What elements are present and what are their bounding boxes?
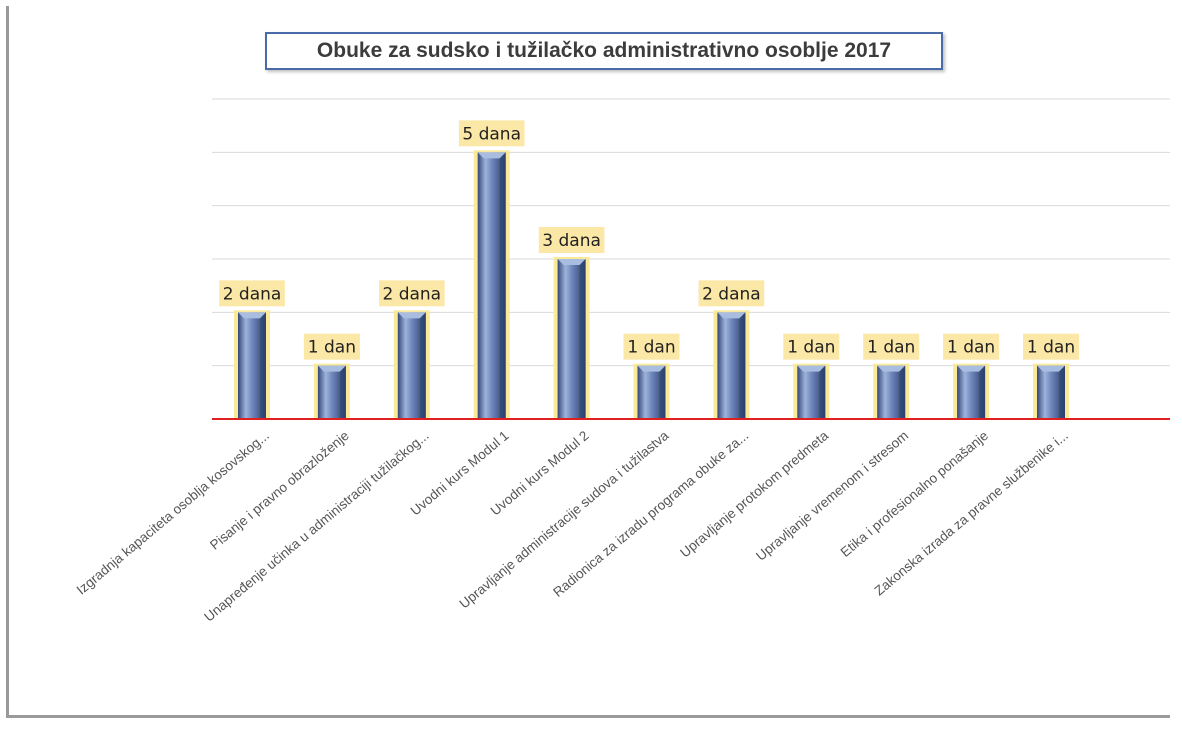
data-label-text: 2 dana	[223, 284, 282, 304]
bar-bevel	[877, 365, 906, 372]
data-labels: 2 dana 1 dan 2 dana 5 dana 3 dana 1 dan 2 dana…	[219, 120, 1079, 360]
data-label: 1 dan	[943, 333, 1000, 360]
bar-shade	[819, 365, 826, 419]
data-label-bg	[863, 333, 920, 360]
bar	[553, 257, 590, 419]
bar-shade	[579, 259, 586, 419]
chart-title: Obuke za sudsko i tužilačko administrati…	[316, 39, 892, 62]
data-label-text: 3 dana	[542, 231, 601, 251]
bar-bevel	[397, 312, 426, 319]
bar	[713, 310, 750, 419]
bar-bevel	[1037, 365, 1065, 372]
data-label-text: 1 dan	[308, 338, 356, 358]
data-label-bg	[379, 280, 445, 307]
data-label: 5 dana	[458, 120, 525, 147]
category-label: Upravljanje protokom predmeta	[677, 427, 831, 560]
bar-bevel	[637, 365, 666, 372]
bar-shade	[979, 365, 986, 419]
chart-title-box: Obuke za sudsko i tužilačko administrati…	[265, 32, 943, 70]
data-label-text: 2 dana	[702, 284, 761, 304]
data-label-bg	[1023, 333, 1079, 360]
gridlines	[212, 98, 1170, 367]
data-label-text: 5 dana	[462, 124, 521, 144]
bar	[873, 363, 910, 419]
data-label-text: 2 dana	[382, 284, 441, 304]
bar	[313, 363, 350, 419]
bar-bevel	[477, 152, 506, 159]
data-label: 1 dan	[623, 333, 680, 360]
category-label: Etika i profesionalno ponašanje	[838, 428, 991, 560]
bar-shade	[339, 365, 346, 419]
bar	[953, 363, 990, 419]
bar-shade	[739, 312, 746, 419]
data-label: 1 dan	[303, 333, 360, 360]
data-label-bg	[698, 280, 765, 307]
data-label: 3 dana	[538, 227, 605, 253]
bar-shade	[499, 152, 506, 420]
bar	[393, 310, 430, 419]
bar	[793, 363, 830, 419]
data-label: 2 dana	[379, 280, 445, 307]
data-label-text: 1 dan	[1027, 338, 1075, 358]
bar	[473, 150, 510, 420]
category-label: Pisanje i pravno obrazloženje	[207, 428, 352, 553]
bars	[234, 150, 1069, 420]
bar-shade	[899, 365, 906, 419]
bar-shade	[260, 312, 266, 419]
data-label-text: 1 dan	[627, 338, 675, 358]
category-labels: Izgradnja kapaciteta osoblja kosovskog..…	[74, 427, 1071, 624]
data-label: 2 dana	[698, 280, 765, 307]
bar-bevel	[717, 312, 746, 319]
category-label: Upravljanje vremenom i stresom	[753, 428, 911, 564]
data-label: 1 dan	[783, 333, 840, 360]
bar	[234, 310, 270, 419]
data-label: 2 dana	[219, 280, 285, 307]
bar-shade	[1059, 365, 1065, 419]
data-label-text: 1 dan	[787, 338, 835, 358]
data-label-bg	[458, 120, 525, 147]
bar-shade	[659, 365, 666, 419]
data-label-bg	[943, 333, 1000, 360]
bar	[1033, 363, 1069, 419]
bar-bevel	[238, 312, 266, 319]
data-label-bg	[538, 227, 605, 253]
bar-bevel	[797, 365, 826, 372]
data-label: 1 dan	[1023, 333, 1079, 360]
bar-shade	[419, 312, 426, 419]
data-label-bg	[783, 333, 840, 360]
data-label-text: 1 dan	[947, 338, 995, 358]
bar-bevel	[557, 259, 586, 265]
bar-bevel	[957, 365, 986, 372]
bar	[633, 363, 670, 419]
data-label-bg	[623, 333, 680, 360]
data-label-bg	[219, 280, 285, 307]
bar-bevel	[317, 365, 346, 372]
data-label: 1 dan	[863, 333, 920, 360]
data-label-text: 1 dan	[867, 338, 915, 358]
data-label-bg	[303, 333, 360, 360]
